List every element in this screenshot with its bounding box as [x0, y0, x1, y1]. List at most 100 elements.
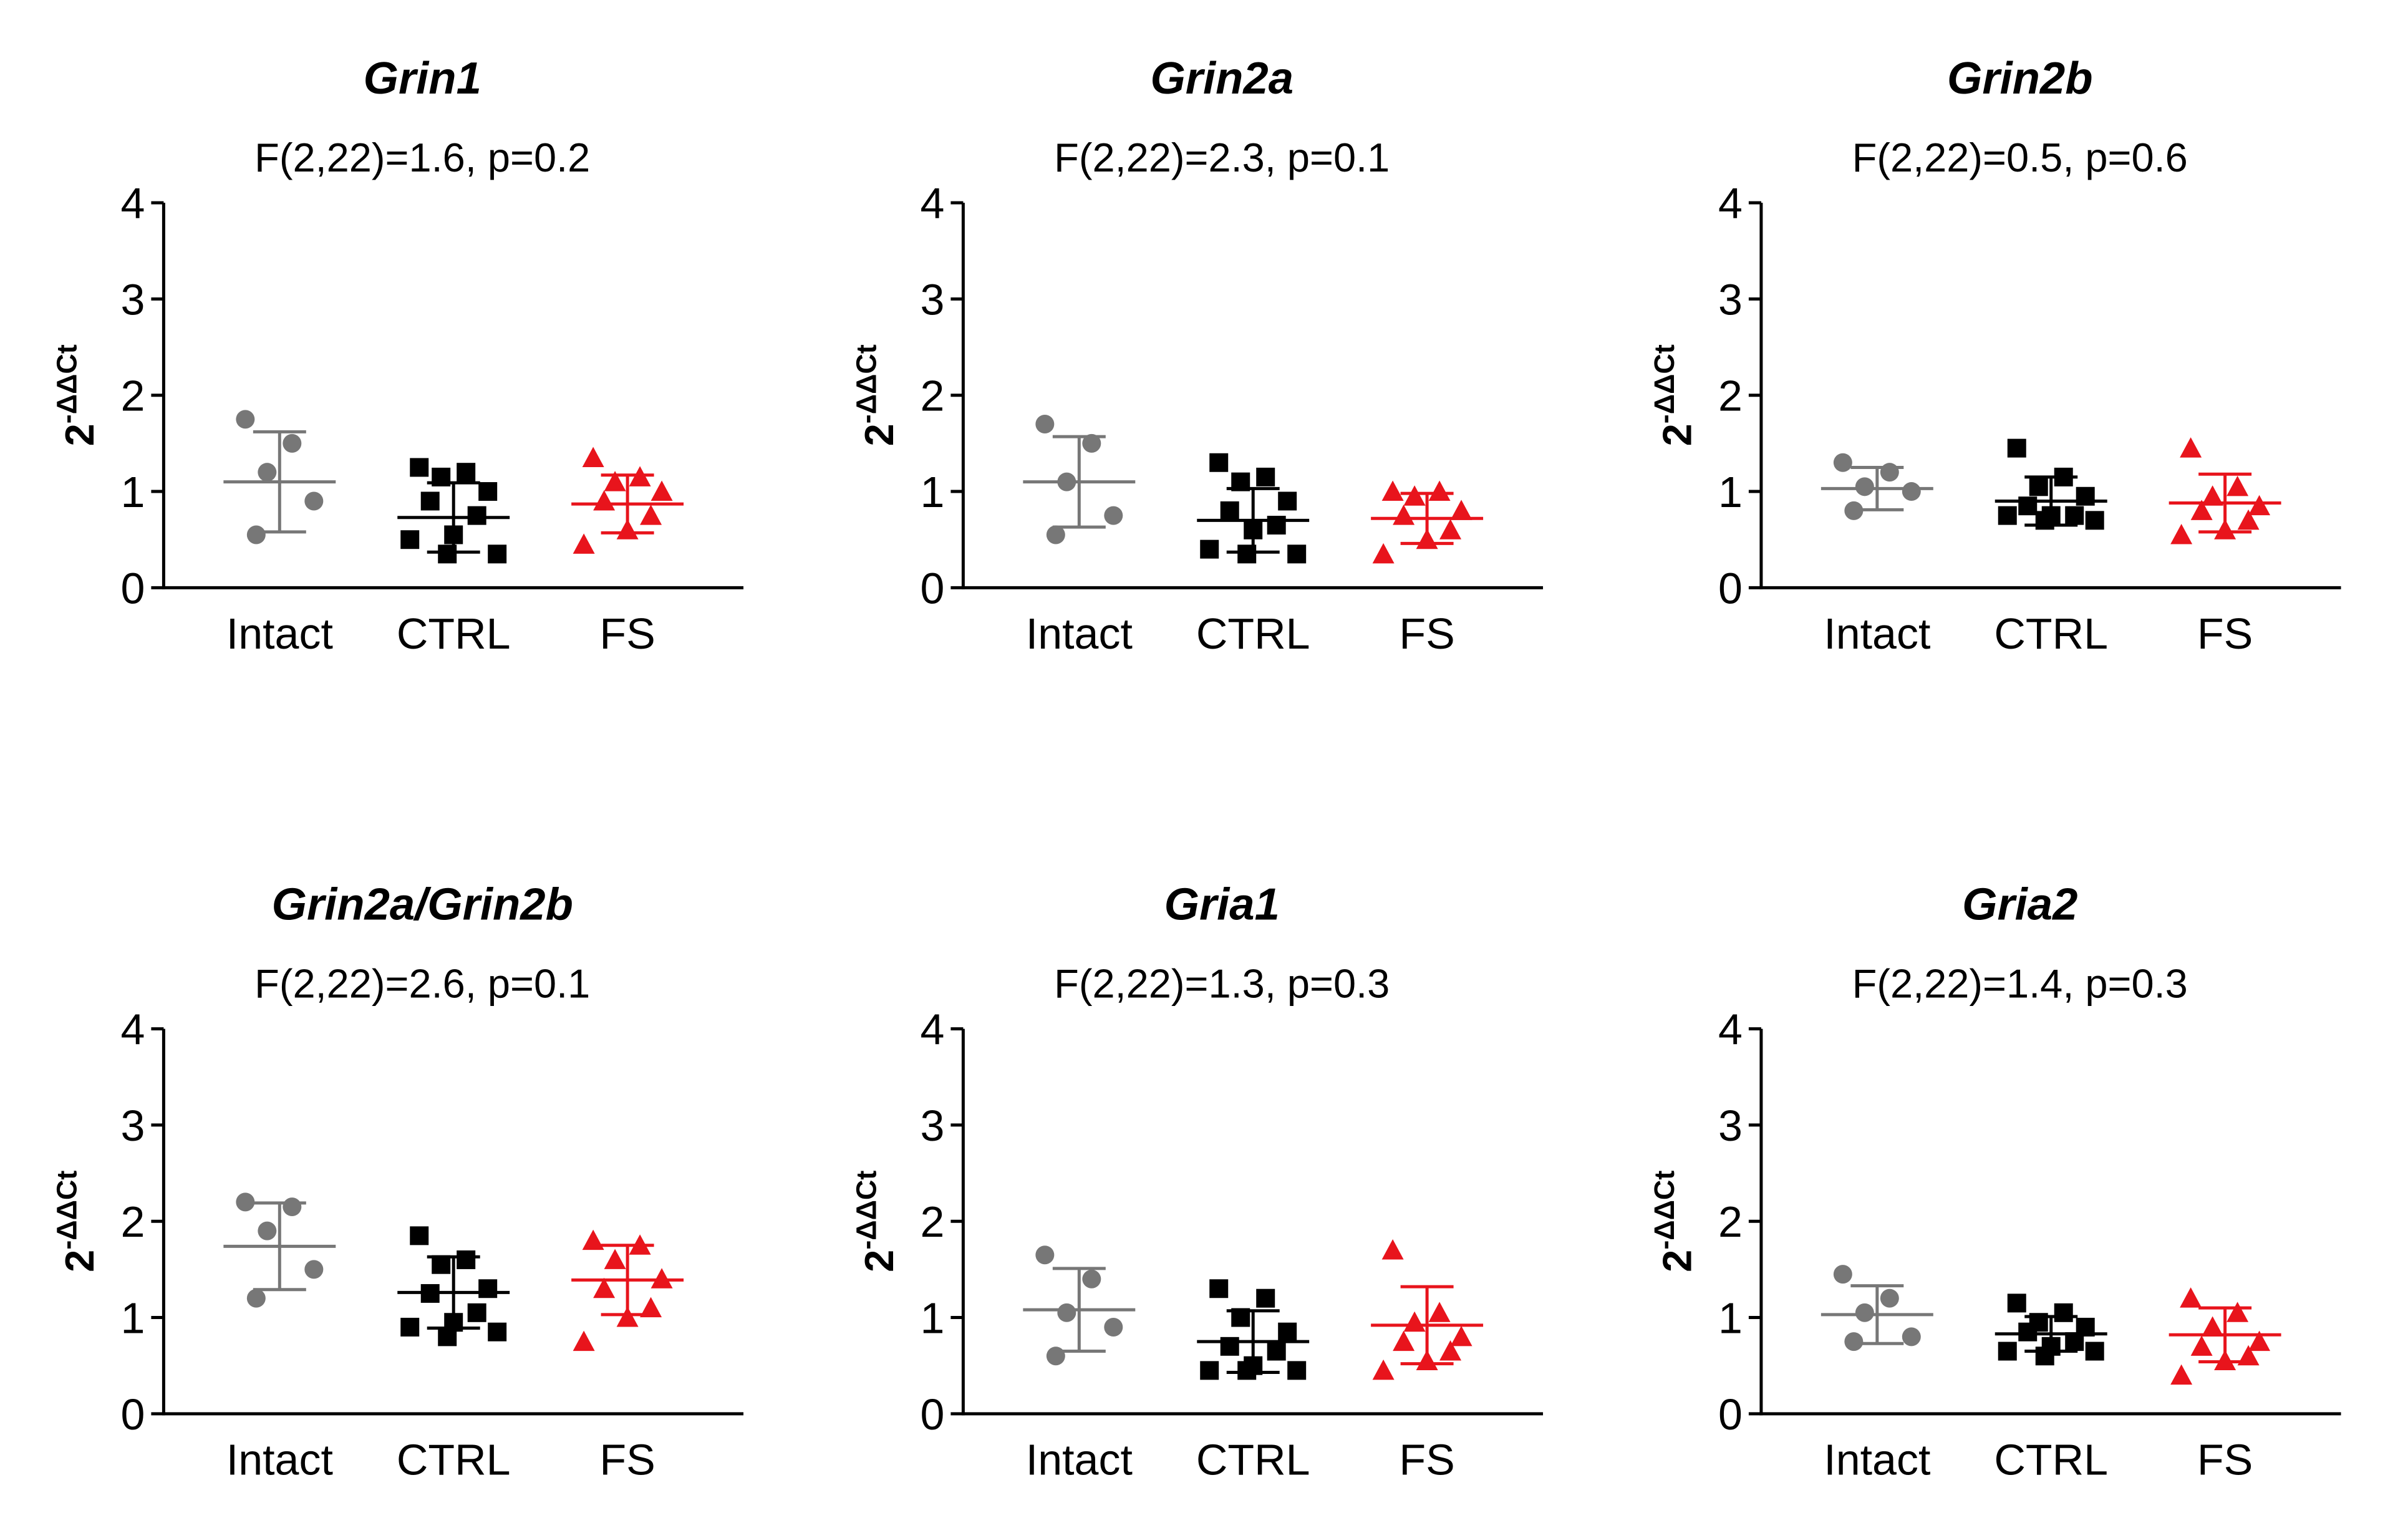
x-tick-label: FS	[1399, 609, 1454, 658]
data-point	[1450, 500, 1472, 520]
x-tick-label: Intact	[1824, 609, 1930, 658]
y-tick-label: 2	[1718, 372, 1743, 420]
panel-title: Grin2a	[1150, 53, 1293, 104]
y-tick-label: 2	[920, 1197, 944, 1246]
y-axis-label: 2-ΔΔCt	[850, 344, 901, 446]
data-point	[1267, 1342, 1286, 1361]
data-point	[1439, 519, 1462, 539]
data-point	[467, 1303, 486, 1322]
data-point	[1104, 506, 1123, 525]
y-axis-label: 2-ΔΔCt	[51, 344, 102, 446]
data-point	[1046, 1347, 1065, 1366]
data-point	[258, 1221, 277, 1240]
data-point	[2180, 437, 2202, 458]
x-tick-label: Intact	[1026, 609, 1133, 658]
y-label-exponent: -ΔΔCt	[1648, 344, 1680, 423]
data-point	[1844, 501, 1864, 520]
y-label-exponent: -ΔΔCt	[850, 344, 882, 423]
data-point	[593, 490, 616, 511]
data-point	[1209, 453, 1229, 472]
data-point	[1439, 1340, 1462, 1361]
y-tick-label: 1	[1718, 468, 1743, 516]
data-point	[582, 447, 604, 468]
y-label-base: 2	[1654, 1250, 1700, 1272]
y-tick-label: 2	[920, 372, 944, 420]
data-point	[2065, 506, 2084, 525]
data-point	[438, 1327, 457, 1347]
y-label-exponent: -ΔΔCt	[51, 344, 82, 423]
y-axis-label: 2-ΔΔCt	[1648, 1171, 1700, 1272]
panel-subtitle: F(2,22)=0.5, p=0.6	[1852, 135, 2188, 180]
data-point	[1256, 1289, 1275, 1308]
y-tick-label: 2	[120, 1197, 145, 1246]
y-label-base: 2	[1654, 423, 1700, 446]
data-point	[1082, 433, 1101, 453]
y-tick-label: 2	[1718, 1197, 1743, 1246]
data-point	[236, 1192, 255, 1212]
data-point	[1403, 1311, 1426, 1332]
data-point	[1287, 544, 1307, 564]
data-point	[420, 491, 440, 511]
data-point	[1231, 1308, 1250, 1327]
data-point	[2035, 511, 2054, 530]
data-point	[629, 466, 651, 486]
data-point	[304, 491, 324, 511]
data-point	[1278, 491, 1297, 511]
data-point	[2202, 485, 2224, 506]
data-point	[1220, 1337, 1239, 1356]
data-point	[1833, 453, 1852, 472]
data-point	[258, 463, 277, 482]
data-point	[432, 1255, 451, 1274]
data-point	[2018, 1322, 2038, 1342]
data-point	[467, 506, 486, 525]
x-tick-label: CTRL	[397, 1435, 511, 1484]
y-tick-label: 3	[920, 275, 944, 324]
panel-subtitle: F(2,22)=2.3, p=0.1	[1054, 135, 1390, 180]
x-tick-label: FS	[599, 609, 655, 658]
panel-title: Gria1	[1164, 879, 1280, 930]
data-point	[2076, 486, 2095, 506]
y-tick-label: 1	[120, 468, 145, 516]
data-point	[2054, 467, 2073, 486]
panel-subtitle: F(2,22)=1.6, p=0.2	[254, 135, 590, 180]
data-point	[2214, 519, 2236, 539]
y-tick-label: 0	[1718, 1390, 1743, 1439]
panel-subtitle: F(2,22)=2.6, p=0.1	[254, 961, 590, 1007]
y-tick-label: 3	[1718, 275, 1743, 324]
data-point	[1220, 501, 1239, 520]
data-point	[1998, 506, 2017, 525]
data-point	[304, 1260, 324, 1279]
y-tick-label: 1	[920, 1294, 944, 1343]
y-label-exponent: -ΔΔCt	[51, 1171, 82, 1250]
data-point	[1844, 1332, 1864, 1351]
y-tick-label: 3	[1718, 1101, 1743, 1150]
y-tick-label: 4	[1718, 1005, 1743, 1054]
x-tick-label: Intact	[1824, 1435, 1930, 1484]
data-point	[1057, 472, 1076, 491]
data-point	[1057, 1303, 1076, 1322]
data-point	[400, 530, 420, 549]
data-point	[2227, 1302, 2249, 1322]
data-point	[1393, 505, 1415, 525]
y-tick-label: 3	[120, 275, 145, 324]
data-point	[1287, 1361, 1307, 1380]
data-point	[283, 433, 302, 453]
data-point	[1833, 1265, 1852, 1284]
data-point	[438, 544, 457, 564]
y-tick-label: 4	[120, 1005, 145, 1054]
y-tick-label: 0	[1718, 564, 1743, 612]
data-point	[1450, 1325, 1472, 1347]
data-point	[2085, 511, 2104, 530]
y-label-base: 2	[57, 423, 102, 446]
data-point	[1393, 1330, 1415, 1351]
data-point	[1855, 477, 1874, 496]
x-tick-label: CTRL	[1994, 1435, 2108, 1484]
data-point	[2007, 1293, 2026, 1313]
data-point	[650, 480, 673, 501]
y-label-base: 2	[856, 423, 902, 446]
panel-title: Gria2	[1962, 879, 2077, 930]
